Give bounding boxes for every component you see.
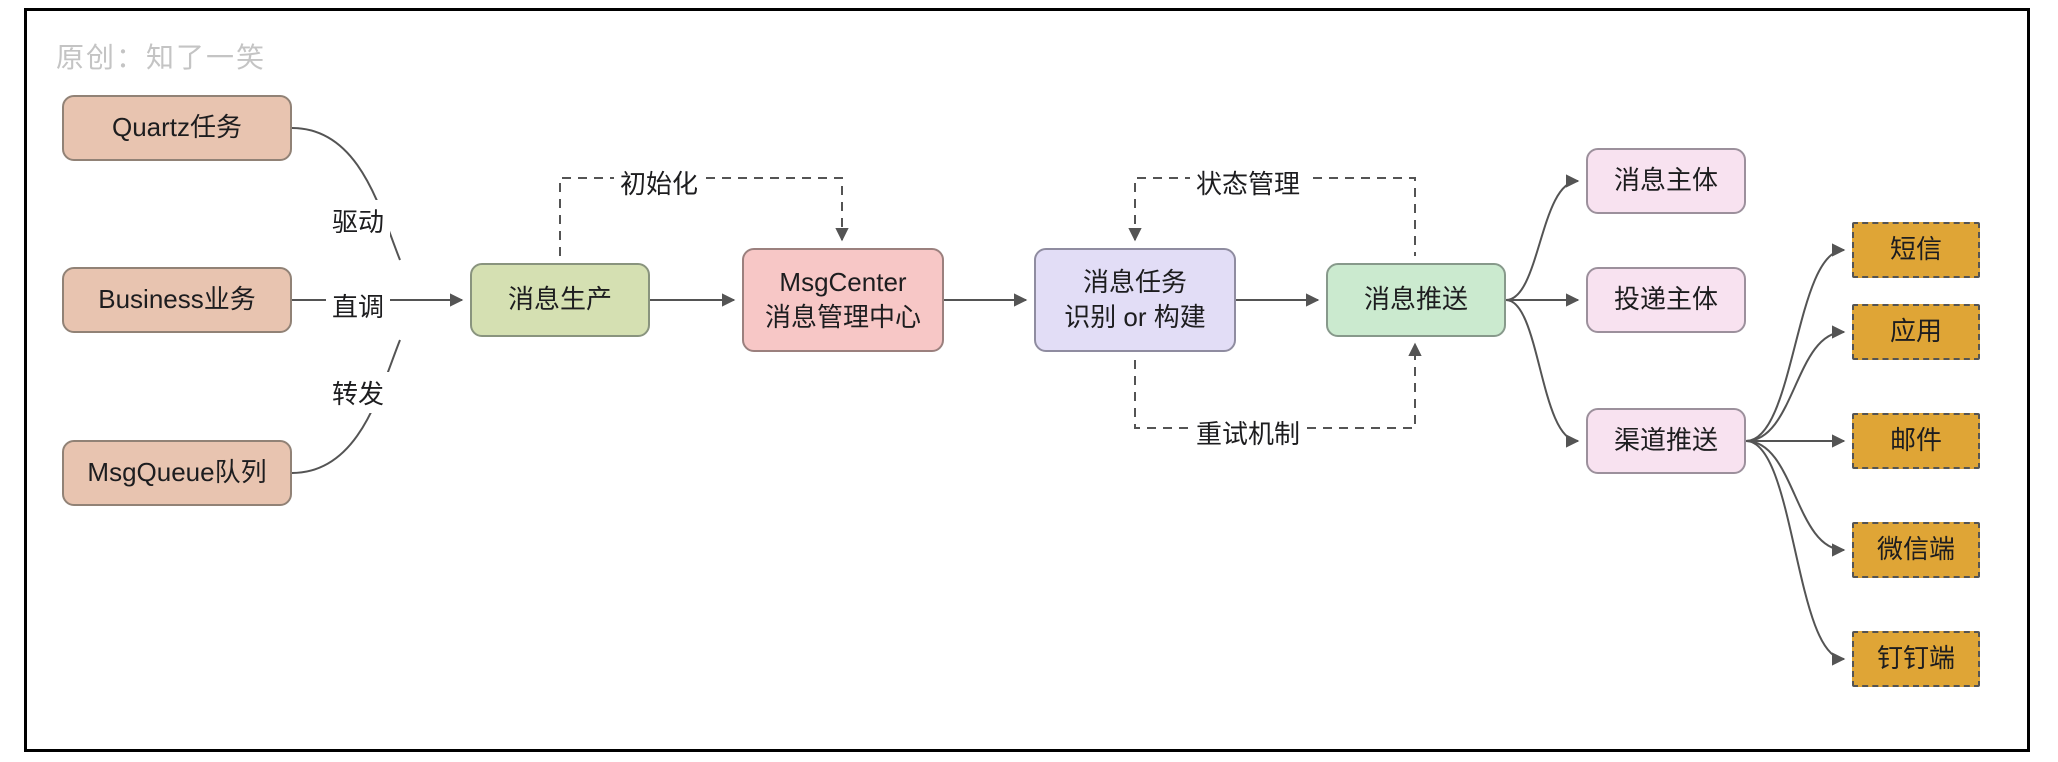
node-msgqueue: MsgQueue队列 <box>62 440 292 506</box>
node-produce: 消息生产 <box>470 263 650 337</box>
node-quartz: Quartz任务 <box>62 95 292 161</box>
node-body: 消息主体 <box>1586 148 1746 214</box>
diagram-stage: 原创：知了一笑 Quartz任务Business业务MsgQueue队列消息生产… <box>0 0 2058 762</box>
node-delivery: 投递主体 <box>1586 267 1746 333</box>
edge-label-forward: 转发 <box>326 372 390 413</box>
node-wechat: 微信端 <box>1852 522 1980 578</box>
edge-label-drive: 驱动 <box>326 200 390 241</box>
node-task: 消息任务 识别 or 构建 <box>1034 248 1236 352</box>
edge-layer <box>0 0 2058 762</box>
node-sms: 短信 <box>1852 222 1980 278</box>
node-push: 消息推送 <box>1326 263 1506 337</box>
edge-label-init: 初始化 <box>614 162 704 203</box>
edge-label-direct: 直调 <box>326 285 390 326</box>
edge <box>1746 441 1844 550</box>
edge <box>1506 181 1578 300</box>
edge-label-status: 状态管理 <box>1190 162 1306 203</box>
edge <box>1746 250 1844 441</box>
edge <box>1746 441 1844 659</box>
edge-label-retry: 重试机制 <box>1190 412 1306 453</box>
node-email: 邮件 <box>1852 413 1980 469</box>
node-app: 应用 <box>1852 304 1980 360</box>
node-ding: 钉钉端 <box>1852 631 1980 687</box>
node-business: Business业务 <box>62 267 292 333</box>
edge <box>1506 300 1578 441</box>
node-channel: 渠道推送 <box>1586 408 1746 474</box>
node-center: MsgCenter 消息管理中心 <box>742 248 944 352</box>
